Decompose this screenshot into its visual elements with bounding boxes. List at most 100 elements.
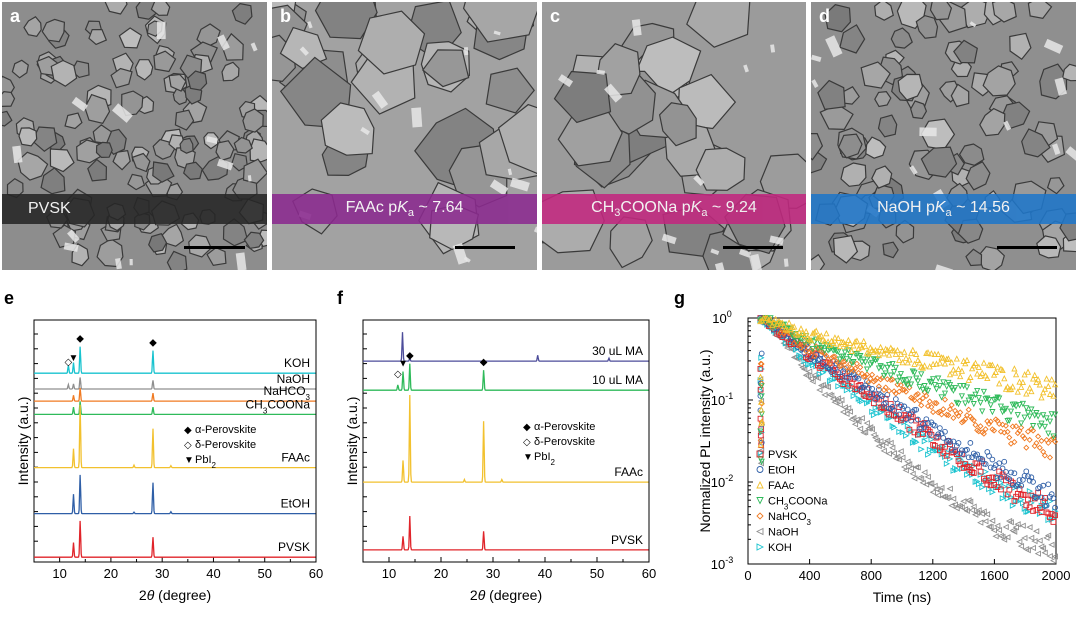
sample-label: NaOH pKa ~ 14.56 xyxy=(877,198,1010,220)
data-point xyxy=(945,355,952,362)
grain xyxy=(134,59,154,81)
data-point xyxy=(958,504,965,511)
bright-crystallite xyxy=(811,54,822,63)
xrd-chart-f: 10 20 30 40 50 60 2θ (degree) Intensity (a.u.) 3… xyxy=(344,319,656,603)
data-point xyxy=(963,412,971,419)
data-point xyxy=(1014,498,1022,505)
data-point xyxy=(1004,534,1011,541)
data-point xyxy=(816,370,824,378)
bright-crystallite xyxy=(661,233,677,245)
data-point xyxy=(1011,365,1018,372)
data-point xyxy=(777,329,784,336)
data-point xyxy=(896,411,903,418)
data-point xyxy=(970,503,977,510)
data-point xyxy=(940,406,947,413)
data-point xyxy=(950,387,957,394)
data-point xyxy=(758,350,765,357)
data-point xyxy=(897,448,904,455)
xrd-pattern-etoh xyxy=(34,474,316,515)
data-point xyxy=(877,409,885,416)
data-point xyxy=(877,376,884,383)
data-point xyxy=(977,519,984,526)
data-point xyxy=(1038,420,1045,427)
data-point xyxy=(900,463,908,471)
data-point xyxy=(1030,508,1036,514)
data-point xyxy=(1050,433,1057,440)
xrd-pattern-10-ul-ma xyxy=(363,363,649,391)
grain xyxy=(320,102,375,156)
data-point xyxy=(943,411,950,418)
data-point xyxy=(757,365,764,372)
bright-crystallite xyxy=(71,96,88,112)
data-point xyxy=(806,361,813,368)
legend-label: NaHCO3 xyxy=(768,511,812,527)
data-point xyxy=(938,411,945,418)
panel-letter-a: a xyxy=(10,6,21,26)
data-point xyxy=(836,342,844,350)
data-point xyxy=(919,395,926,402)
data-point xyxy=(972,391,979,399)
data-point xyxy=(975,428,982,435)
data-point xyxy=(1014,521,1021,528)
data-point xyxy=(1024,547,1031,554)
grain xyxy=(18,127,38,147)
data-point xyxy=(1021,435,1028,442)
data-point xyxy=(929,360,937,368)
data-point xyxy=(1038,394,1045,401)
data-point xyxy=(903,432,910,439)
data-point xyxy=(1006,476,1013,482)
data-point xyxy=(889,376,896,383)
data-point xyxy=(835,369,842,376)
grain xyxy=(221,61,240,82)
data-point xyxy=(899,358,906,366)
data-point xyxy=(791,323,798,330)
grain xyxy=(421,49,470,88)
data-point xyxy=(991,427,998,434)
data-point xyxy=(793,340,799,347)
data-point xyxy=(865,385,872,391)
data-point xyxy=(983,511,991,518)
data-point xyxy=(1038,437,1045,444)
data-point xyxy=(907,465,914,472)
data-point xyxy=(850,392,857,400)
series-label: CH3COONa xyxy=(246,397,311,415)
x-tick-label: 60 xyxy=(309,566,323,581)
data-point xyxy=(996,395,1003,402)
x-tick-label: 60 xyxy=(642,566,656,581)
bright-crystallite xyxy=(63,242,79,252)
data-point xyxy=(843,387,851,394)
panel-letter-f: f xyxy=(337,288,343,308)
data-point xyxy=(1028,492,1035,499)
data-point xyxy=(1011,438,1018,446)
data-point xyxy=(926,378,933,386)
y-axis-label: Intensity (a.u.) xyxy=(344,397,360,486)
data-point xyxy=(985,397,993,404)
data-point xyxy=(872,377,879,384)
data-point xyxy=(958,419,965,426)
data-point xyxy=(1041,423,1049,431)
xrd-pattern-pvsk xyxy=(34,520,316,558)
data-point xyxy=(841,349,849,356)
data-point xyxy=(838,362,845,369)
bright-crystallite xyxy=(825,35,843,58)
x-axis-label: Time (ns) xyxy=(873,589,932,605)
grain xyxy=(874,2,894,21)
data-point xyxy=(943,452,950,459)
data-point xyxy=(965,454,972,461)
data-point xyxy=(851,421,859,428)
data-point xyxy=(918,371,925,378)
data-point xyxy=(894,381,901,388)
data-point xyxy=(935,350,942,357)
data-point xyxy=(963,356,971,363)
data-point xyxy=(946,406,954,413)
data-point xyxy=(758,406,765,413)
data-point xyxy=(887,414,895,421)
data-point xyxy=(1014,388,1021,395)
xrd-pattern-naoh xyxy=(34,377,316,390)
data-point xyxy=(847,360,854,367)
data-point xyxy=(811,353,818,360)
data-point xyxy=(940,435,947,441)
data-point xyxy=(931,350,938,358)
data-point xyxy=(1023,405,1030,412)
data-point xyxy=(984,481,991,488)
